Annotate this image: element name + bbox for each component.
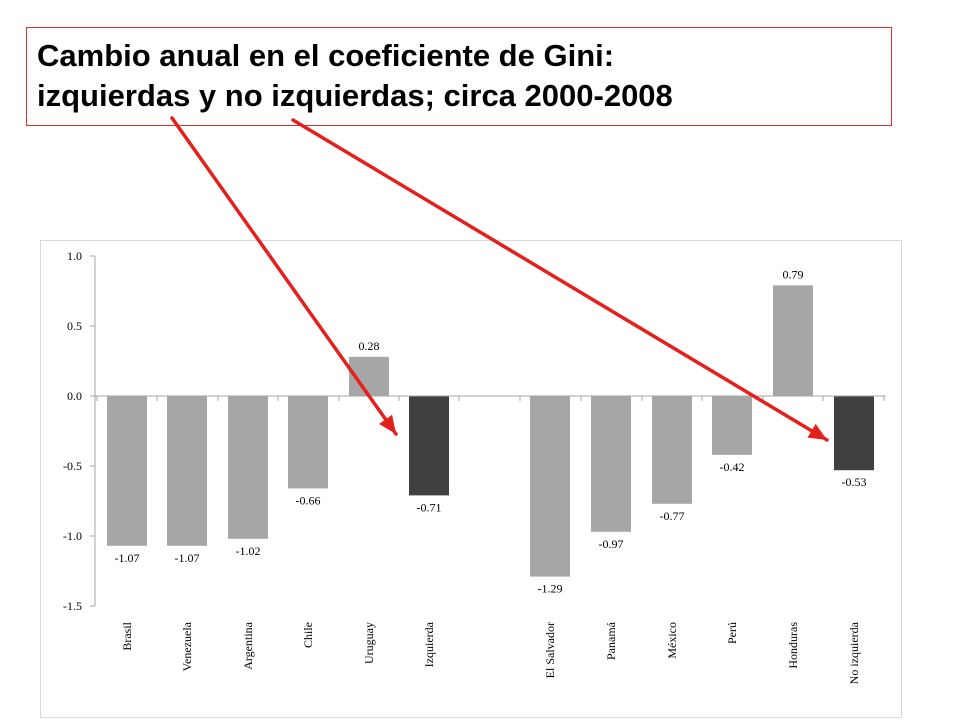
bar <box>167 396 207 546</box>
x-category-label: Panamá <box>604 621 618 660</box>
data-label: 0.79 <box>783 267 804 281</box>
bar <box>712 396 752 455</box>
arrow-no-izquierda-head <box>807 423 827 440</box>
y-tick-label: -0.5 <box>63 459 82 473</box>
y-tick-label: 0.0 <box>67 389 82 403</box>
data-label: -1.07 <box>175 551 200 565</box>
bar <box>773 285 813 396</box>
data-label: -0.66 <box>296 493 321 507</box>
x-category-label: Argentina <box>241 621 255 669</box>
data-label: -0.71 <box>417 500 442 514</box>
bar <box>834 396 874 471</box>
x-category-label: Chile <box>301 622 315 648</box>
data-label: -0.77 <box>660 509 685 523</box>
bar <box>591 396 631 532</box>
bar <box>228 396 268 539</box>
bar <box>530 396 570 577</box>
y-tick-label: -1.5 <box>63 599 82 613</box>
x-category-label: Venezuela <box>180 621 194 671</box>
arrow-izquierda <box>170 116 398 436</box>
bar <box>288 396 328 489</box>
data-label: -0.42 <box>720 460 745 474</box>
data-label: -1.02 <box>236 544 261 558</box>
x-category-label: Honduras <box>786 622 800 669</box>
x-category-label: México <box>665 622 679 659</box>
y-tick-label: 1.0 <box>67 249 82 263</box>
chart-title-line-2: izquierdas y no izquierdas; circa 2000-2… <box>37 78 673 113</box>
data-label: -1.29 <box>538 582 563 596</box>
bar <box>652 396 692 504</box>
chart-title-box: Cambio anual en el coeficiente de Gini: … <box>26 27 892 126</box>
arrow-izquierda-head <box>379 414 396 434</box>
x-category-label: El Salvador <box>543 622 557 678</box>
data-label: 0.28 <box>359 339 380 353</box>
y-tick-label: 0.5 <box>67 319 82 333</box>
arrow-no-izquierda <box>291 118 829 442</box>
x-category-label: Uruguay <box>362 622 376 664</box>
x-category-label: No izquierda <box>847 621 861 684</box>
y-tick-label: -1.0 <box>63 529 82 543</box>
chart-frame <box>40 240 902 718</box>
chart-title-line-1: Cambio anual en el coeficiente de Gini: <box>37 38 615 73</box>
data-label: -1.07 <box>115 551 140 565</box>
data-label: -0.53 <box>842 475 867 489</box>
x-category-label: Brasil <box>120 621 134 650</box>
x-category-label: Perú <box>725 622 739 644</box>
data-label: -0.97 <box>599 537 624 551</box>
x-category-label: Izquierda <box>422 621 436 667</box>
bar <box>107 396 147 546</box>
bar <box>409 396 449 496</box>
